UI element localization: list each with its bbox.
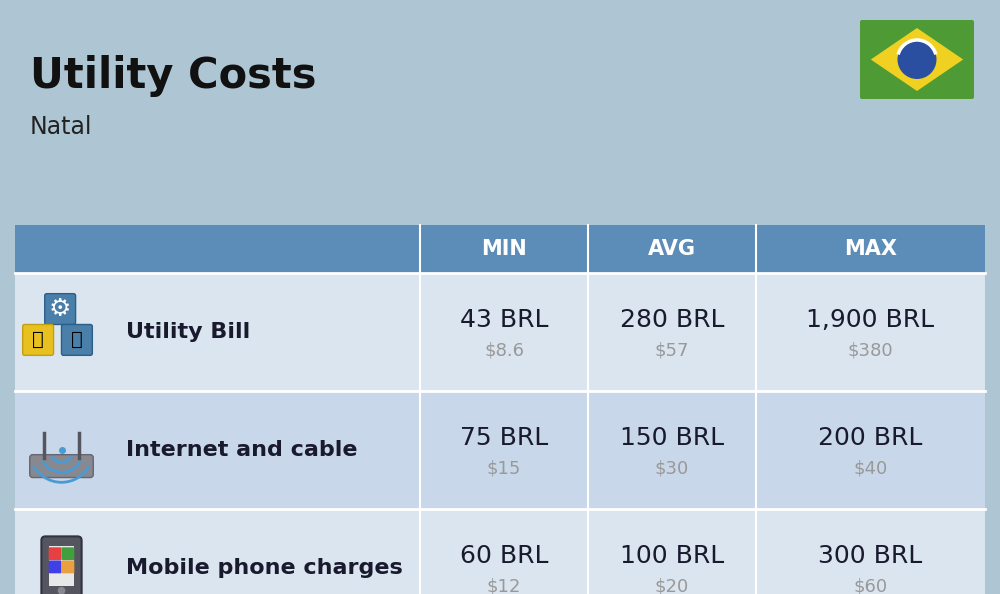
FancyBboxPatch shape [49,546,74,586]
FancyBboxPatch shape [62,561,74,573]
FancyBboxPatch shape [62,324,92,355]
Text: Utility Costs: Utility Costs [30,55,316,97]
FancyBboxPatch shape [45,293,76,324]
Text: 100 BRL: 100 BRL [620,544,724,568]
Text: $30: $30 [655,459,689,477]
Text: $57: $57 [655,341,689,359]
Text: 200 BRL: 200 BRL [818,426,923,450]
FancyBboxPatch shape [30,454,93,478]
Polygon shape [871,28,963,91]
FancyBboxPatch shape [15,391,985,509]
Text: MIN: MIN [481,239,527,259]
Text: Internet and cable: Internet and cable [126,440,358,460]
FancyBboxPatch shape [860,20,974,99]
Text: $15: $15 [487,459,521,477]
FancyBboxPatch shape [23,324,54,355]
Text: Natal: Natal [30,115,92,139]
FancyBboxPatch shape [62,547,74,560]
FancyBboxPatch shape [15,509,985,594]
Text: $12: $12 [487,577,521,594]
Text: 60 BRL: 60 BRL [460,544,548,568]
Text: 💧: 💧 [71,330,83,349]
Text: AVG: AVG [648,239,696,259]
FancyBboxPatch shape [49,547,61,560]
Text: 43 BRL: 43 BRL [460,308,548,332]
FancyBboxPatch shape [49,561,61,573]
Text: 1,900 BRL: 1,900 BRL [806,308,935,332]
Text: MAX: MAX [844,239,897,259]
FancyBboxPatch shape [41,536,82,594]
Text: 280 BRL: 280 BRL [620,308,724,332]
Text: $8.6: $8.6 [484,341,524,359]
Text: 🔌: 🔌 [32,330,44,349]
FancyBboxPatch shape [15,225,985,273]
Text: 300 BRL: 300 BRL [818,544,923,568]
Text: 75 BRL: 75 BRL [460,426,548,450]
Text: $20: $20 [655,577,689,594]
Circle shape [58,587,65,594]
FancyBboxPatch shape [15,273,985,391]
Text: $380: $380 [848,341,893,359]
Text: 150 BRL: 150 BRL [620,426,724,450]
Text: $40: $40 [853,459,888,477]
Text: Mobile phone charges: Mobile phone charges [126,558,403,578]
Circle shape [898,40,936,79]
Text: ⚙: ⚙ [49,297,71,321]
Text: $60: $60 [853,577,888,594]
Text: Utility Bill: Utility Bill [126,322,250,342]
